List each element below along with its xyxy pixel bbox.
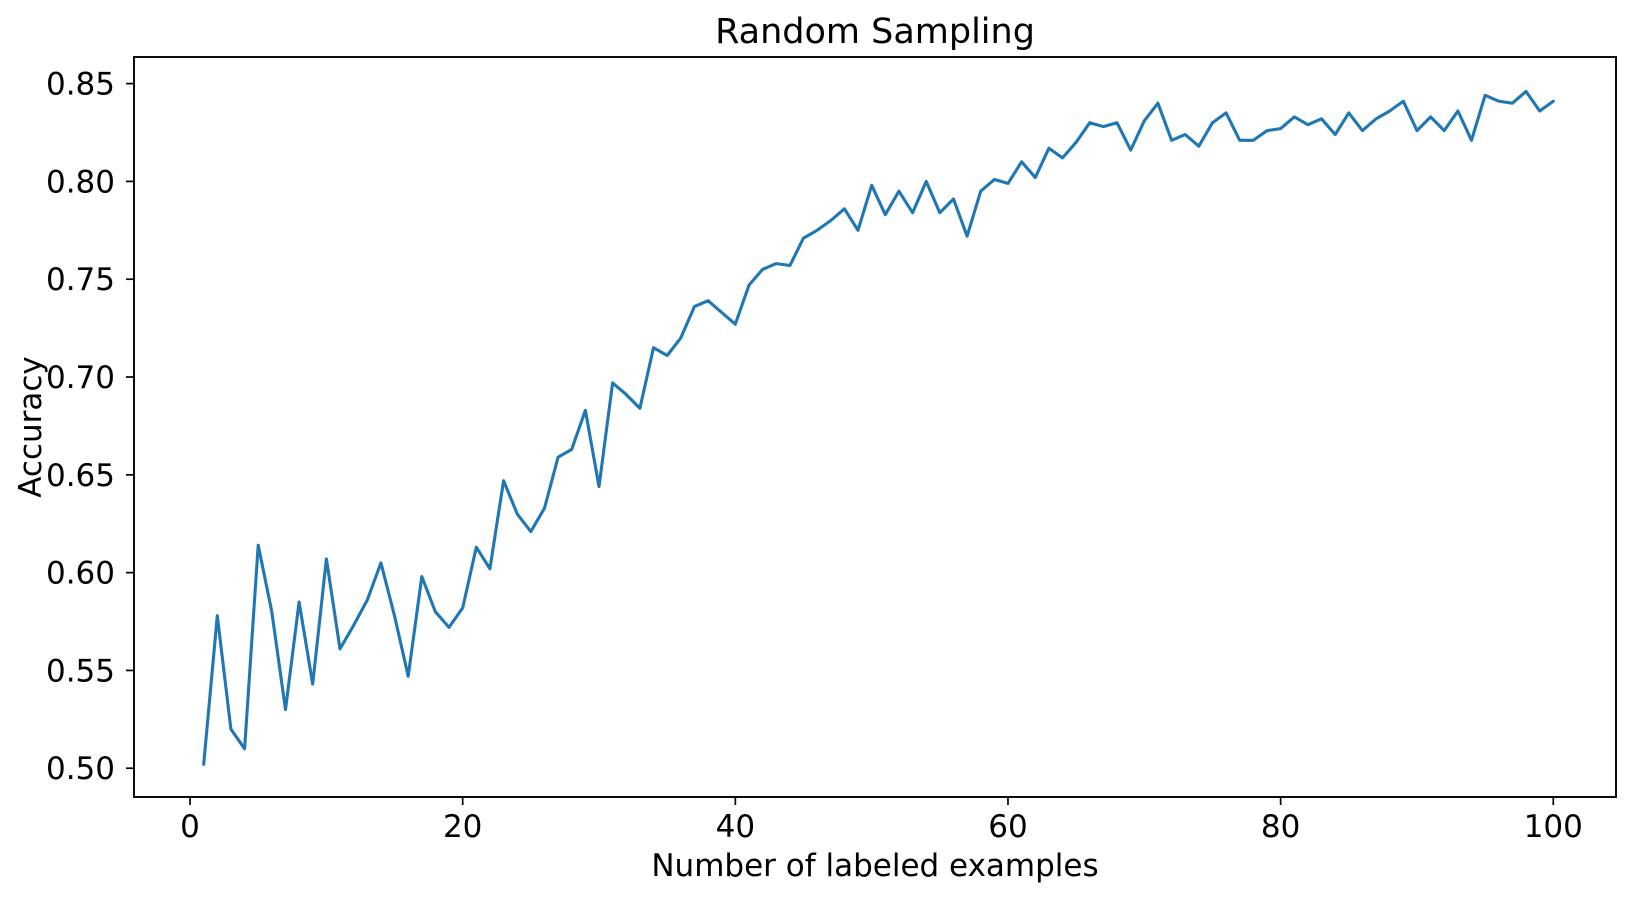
x-tick-label: 100	[1524, 809, 1583, 845]
plot-area-spines	[133, 56, 1617, 798]
y-tick-label: 0.65	[46, 458, 115, 494]
data-line	[202, 89, 1555, 766]
x-tick-label: 80	[1261, 809, 1300, 845]
y-tick-label: 0.80	[46, 164, 115, 200]
x-axis-label: Number of labeled examples	[651, 848, 1099, 884]
y-axis-label: Accuracy	[13, 356, 49, 498]
y-tick-label: 0.85	[46, 67, 115, 103]
x-tick-label: 60	[988, 809, 1027, 845]
y-tick-label: 0.55	[46, 653, 115, 689]
y-tick-label: 0.75	[46, 262, 115, 298]
y-tick-label: 0.60	[46, 556, 115, 592]
x-tick-label: 20	[443, 809, 482, 845]
chart-title: Random Sampling	[715, 12, 1035, 52]
y-tick-label: 0.70	[46, 360, 115, 396]
x-tick-label: 0	[180, 809, 200, 845]
y-tick-label: 0.50	[46, 751, 115, 787]
x-tick-label: 40	[716, 809, 755, 845]
